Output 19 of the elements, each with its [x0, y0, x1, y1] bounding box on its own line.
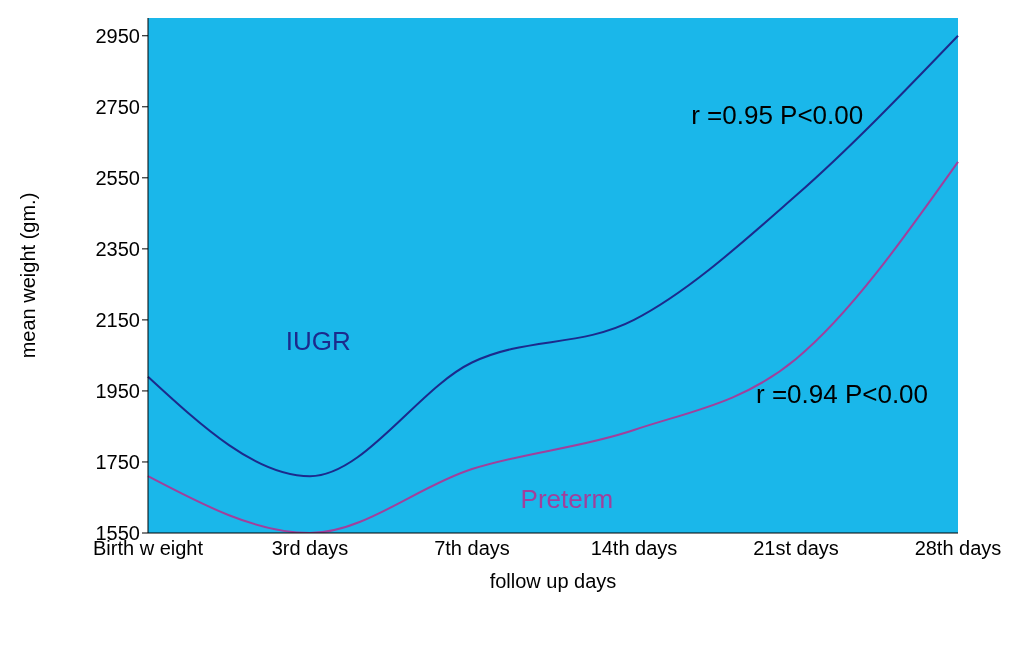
x-tick-label: 28th days	[914, 537, 1002, 560]
y-tick-label: 1950	[95, 380, 140, 403]
series-label: Preterm	[520, 484, 614, 516]
x-tick-label: 3rd days	[271, 537, 349, 560]
annotation: r =0.95 P<0.00	[691, 100, 864, 132]
x-axis-title: follow up days	[489, 570, 617, 592]
text: IUGR	[285, 326, 351, 358]
x-tick-label: 21st days	[753, 537, 839, 560]
y-axis-title: mean weight (gm.)	[17, 192, 40, 359]
x-tick-label: 7th days	[434, 537, 510, 560]
y-tick-label: 1750	[95, 451, 140, 474]
y-tick-label: 2950	[95, 24, 140, 47]
line-series	[147, 34, 959, 478]
y-tick-label: 2550	[95, 166, 140, 189]
y-tick-label: 2150	[95, 309, 140, 331]
annotation: r =0.94 P<0.00	[756, 378, 929, 410]
y-tick-label: 2350	[95, 237, 140, 260]
x-tick-label: 14th days	[590, 537, 678, 560]
y-tick-label: 2750	[95, 95, 140, 118]
